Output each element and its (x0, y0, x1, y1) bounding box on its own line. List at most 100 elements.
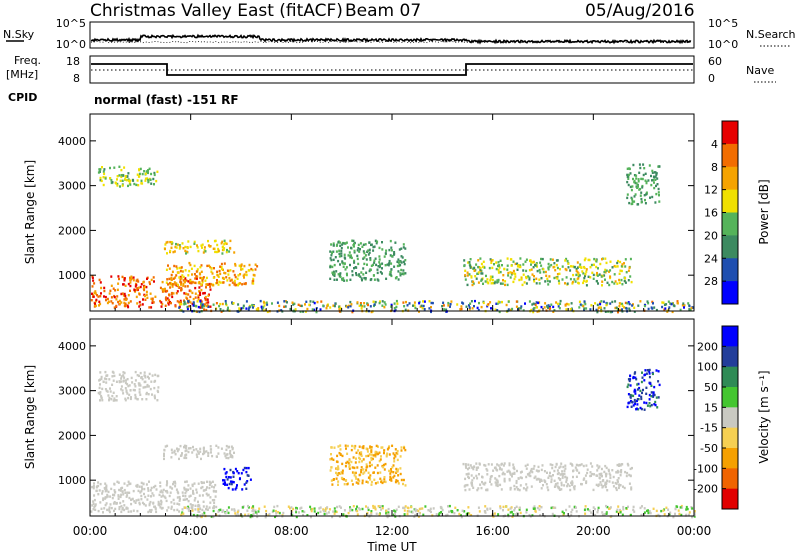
velocity-cell (489, 507, 492, 510)
power-cell (447, 301, 450, 305)
power-cell (540, 277, 543, 280)
cpid-mode: normal (fast) -151 RF (94, 93, 239, 107)
power-cell (182, 247, 185, 250)
power-cell (139, 285, 142, 289)
power-cell (535, 277, 538, 280)
velocity-cell (481, 475, 483, 478)
velocity-cell (461, 509, 464, 512)
velocity-cell (578, 471, 581, 475)
power-cell (418, 310, 420, 313)
power-cell (553, 276, 556, 280)
power-cell (578, 265, 581, 268)
noise-right-label: N.Search (746, 28, 796, 41)
power-cell (626, 302, 629, 305)
power-cell (381, 262, 384, 265)
power-cell (164, 290, 167, 293)
power-cell (656, 177, 659, 180)
power-cell (681, 304, 684, 307)
velocity-cell (499, 506, 502, 510)
power-cell (178, 244, 181, 247)
power-cell (676, 300, 679, 303)
power-cell (147, 180, 150, 184)
power-cell (93, 305, 96, 308)
power-cell (94, 290, 97, 293)
velocity-cell (236, 510, 239, 514)
velocity-cell (143, 502, 146, 506)
power-cell (343, 253, 346, 256)
power-cell (337, 241, 340, 244)
power-cell (219, 265, 222, 268)
power-cell (106, 301, 109, 305)
power-cell (564, 304, 567, 307)
power-cell (345, 305, 348, 308)
velocity-cell (546, 471, 548, 474)
power-cell (603, 307, 606, 310)
power-cell (520, 305, 523, 308)
power-cell (189, 289, 192, 293)
power-cell (216, 279, 218, 282)
velocity-cell (628, 379, 631, 383)
power-cell (482, 265, 484, 269)
power-cell (489, 301, 492, 304)
power-cell (172, 277, 175, 280)
velocity-cell (400, 478, 403, 482)
power-cell (363, 305, 366, 308)
power-cell (178, 266, 181, 270)
power-cell (618, 302, 621, 305)
velocity-cell (186, 498, 188, 501)
velocity-cell (234, 512, 237, 515)
power-cell (620, 278, 623, 282)
velocity-cell (369, 478, 372, 481)
power-cell (340, 254, 343, 258)
power-cell (615, 306, 618, 309)
velocity-cell (241, 506, 244, 509)
velocity-cell (574, 466, 577, 469)
power-cell (219, 308, 222, 311)
power-cell (473, 305, 475, 308)
velocity-cell (538, 505, 541, 508)
velocity-cell (362, 468, 365, 471)
velocity-cell (470, 514, 473, 517)
power-cell (496, 302, 499, 305)
velocity-cell (417, 515, 420, 518)
power-cell (571, 282, 574, 285)
power-cell (540, 257, 542, 261)
power-cell (219, 272, 222, 276)
velocity-cell (632, 394, 635, 398)
power-cell (286, 301, 288, 304)
velocity-cell (134, 393, 137, 397)
velocity-cell (389, 475, 392, 478)
velocity-cell (525, 475, 528, 479)
power-cell (397, 258, 400, 261)
velocity-cell (254, 509, 257, 512)
velocity-cell (625, 507, 628, 510)
power-cell (176, 243, 179, 246)
power-cell (672, 304, 675, 307)
power-cell (546, 279, 549, 283)
power-cell (369, 268, 372, 272)
velocity-cell (367, 508, 370, 512)
power-cell (343, 256, 346, 259)
power-cell (555, 263, 558, 267)
velocity-cell (363, 471, 366, 474)
velocity-cell (383, 449, 386, 452)
power-cell (326, 304, 329, 307)
power-cell (161, 288, 164, 291)
velocity-cell (223, 452, 226, 455)
power-cell (181, 270, 184, 273)
velocity-cell (358, 445, 361, 448)
power-cell (209, 282, 212, 286)
velocity-cell (337, 472, 340, 475)
power-cell (332, 270, 335, 273)
power-cell (168, 282, 171, 285)
power-cell (171, 295, 174, 299)
velocity-cell (130, 396, 132, 399)
velocity-cell (668, 512, 671, 516)
power-cell (131, 178, 134, 182)
power-cell (106, 297, 109, 301)
velocity-cell (340, 476, 343, 480)
power-cell (341, 260, 344, 263)
power-cell (600, 300, 603, 303)
power-cell (225, 302, 227, 305)
power-cell (534, 303, 537, 307)
